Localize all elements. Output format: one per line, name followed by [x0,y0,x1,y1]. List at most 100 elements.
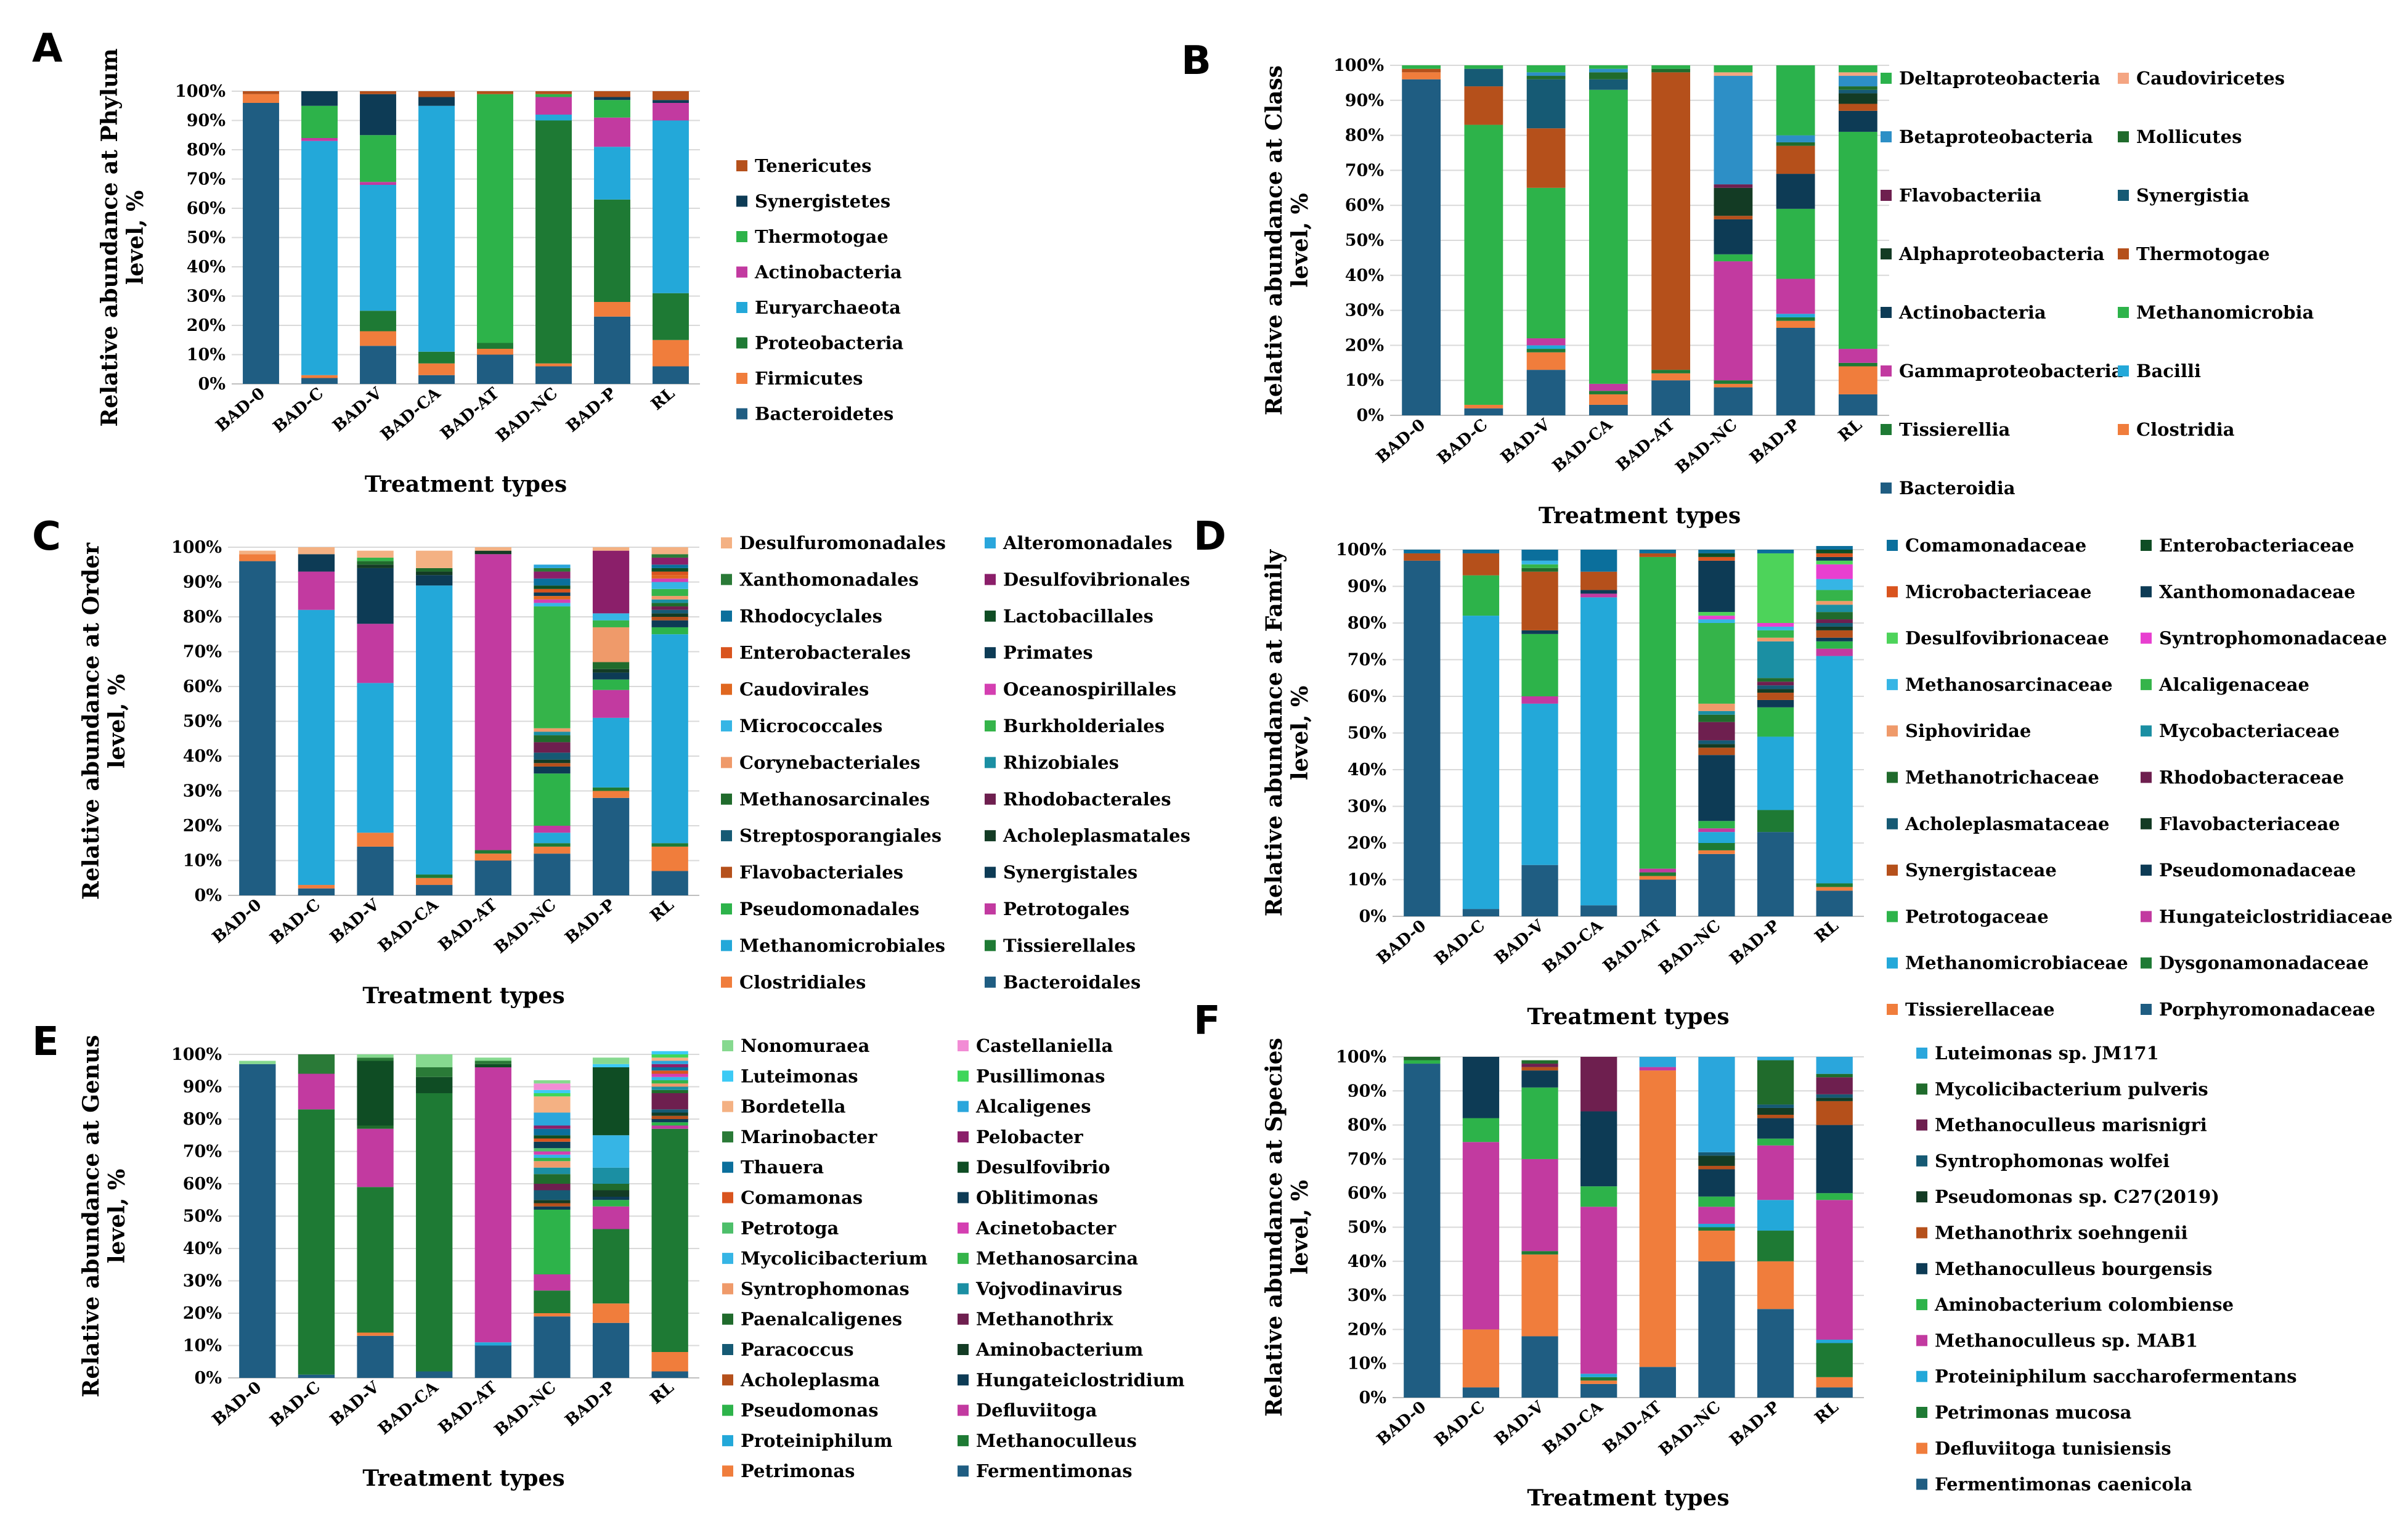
legend-swatch [958,1404,969,1416]
bar-segment-aminobacterium [534,1200,571,1203]
y-tick-label: 60% [1345,196,1384,215]
legend-label: Actinobacteria [754,262,902,283]
x-tick-label: BAD-CA [1539,916,1606,977]
legend-label: Rhizobiales [1003,752,1119,773]
bar-segment-bacteroidales [298,888,335,895]
bar-segment-deltaproteobacteria [1714,65,1753,73]
bar-segment-nonomuraea [416,1054,453,1067]
legend-swatch [985,903,996,914]
bar-segment-thermotogae [1651,72,1691,370]
legend-swatch [958,1162,969,1173]
bar-segment-burkholderiales [592,620,630,627]
legend-swatch [2141,678,2152,690]
y-axis-title-line: level, % [1287,1180,1313,1274]
x-tick-label: BAD-NC [1672,415,1741,477]
bar-segment-defluviitoga-tunisiensis [1757,1261,1794,1309]
legend-swatch [736,195,747,207]
bar-segment-acholeplasmatales [474,550,511,555]
bar-segment-tissierellaceae [1639,876,1676,880]
x-tick-label: BAD-AT [435,895,501,955]
y-tick-label: 10% [1345,371,1384,390]
bar-segment-methanoculleus-marisnigri [1521,1064,1558,1067]
bar-segment-firmicutes [418,363,455,375]
bar-segment-methanothrix-soehngenii [1698,1165,1735,1170]
y-axis-title-line: level, % [104,1169,130,1263]
bar-segment-thauera [534,1128,571,1136]
bar-segment-synergistaceae [1521,571,1558,630]
bar-segment-syntrophomonadaceae [1757,623,1794,627]
bar-segment-paracoccus [534,1190,571,1200]
y-tick-label: 80% [187,140,226,160]
legend-swatch [721,574,732,585]
legend-swatch [2141,540,2152,551]
bar-segment-fermentimonas-caenicola [1580,1383,1617,1398]
bar-segment-bacteroidia [1588,404,1628,415]
legend-label: Tenericutes [755,155,871,176]
bar-segment-petrimonas-mucosa [1698,1227,1735,1231]
legend-swatch [958,1222,969,1234]
bar-segment-clostridia [1402,72,1441,79]
bar-segment-defluviitoga [474,1067,511,1343]
legend-label: Pseudomonas sp. C27(2019) [1935,1186,2219,1207]
legend-swatch [1881,365,1892,377]
bar-segment-porphyromonadaceae [1580,905,1617,916]
bar-segment-methanosarcinales [592,662,630,669]
bar-segment-acinetobacter [651,1073,688,1077]
bar-segment-lactobacillales [651,568,688,572]
bar-segment-enterobacterales [534,588,571,593]
bar-segment-defluviitoga-tunisiensis [1521,1254,1558,1337]
bar-segment-xanthomonadales [534,568,571,572]
bar-segment-petrotogaceae [1816,641,1853,649]
legend-label: Pseudomonadales [739,898,919,919]
bar-segment-aminobacterium-colombiense [1816,1193,1853,1200]
legend-label: Methanoculleus marisnigri [1935,1115,2207,1136]
panel-letter-d: D [1194,514,1226,560]
y-tick-label: 30% [187,287,226,306]
legend-swatch [985,683,996,695]
bar-segment-bacteroidales [651,871,688,895]
legend-label: Rhodobacterales [1003,789,1171,810]
legend-swatch [736,408,747,420]
bar-segment-defluviitoga-tunisiensis [1580,1380,1617,1384]
bar-segment-methanomicrobiales [357,683,394,833]
legend-swatch [1881,424,1892,435]
x-tick-label: BAD-C [270,384,327,436]
legend-swatch [958,1374,969,1386]
bar-segment-syntrophomonas-wolfei [1816,1094,1853,1098]
bar-segment-clostridia [1776,320,1815,328]
bar-segment-petrimonas [534,1313,571,1317]
bar-segment-petrotogaceae [1757,707,1794,737]
bar-segment-tenericutes [535,91,572,94]
bar-segment-petrotogales [298,571,335,610]
bar-segment-nonomuraea [534,1080,571,1084]
bar-segment-fermentimonas [651,1371,688,1378]
bar-segment-proteobacteria [477,343,513,349]
bar-segment-bacteroidales [416,885,453,895]
y-tick-label: 10% [187,346,226,365]
bar-segment-proteiniphilum [474,1342,511,1346]
bar-segment-comamonadaceae [1404,550,1441,553]
legend-label: Methanoculleus [976,1430,1137,1451]
bar-segment-defluviitoga [298,1073,335,1110]
bar-segment-methanosarcina [534,1158,571,1162]
bar-segment-methanosarcinales [416,568,453,572]
bar-segment-methanomicrobiales [298,609,335,886]
legend-label: Aminobacterium [975,1339,1144,1360]
bar-segment-petrotogales [474,554,511,850]
legend-label: Methanosarcinaceae [1905,674,2113,695]
y-tick-label: 100% [175,82,226,101]
y-axis-title: Relative abundance at Orderlevel, % [78,542,130,900]
bar-segment-tissierellia [1838,362,1877,367]
bar-segment-fermentimonas-caenicola [1404,1064,1441,1398]
legend-label: Bacteroidia [1899,478,2015,499]
bar-segment-tissierellia [1776,317,1815,321]
legend-label: Desulfovibrionaceae [1905,628,2109,649]
bar-segment-betaproteobacteria [1588,68,1628,73]
y-tick-label: 50% [183,712,222,731]
bar-segment-methanoculleus-bourgensis [1816,1125,1853,1194]
bar-segment-luteimonas-sp-jm171 [1816,1057,1853,1074]
bar-segment-methanomicrobia [1526,187,1566,339]
legend-swatch [958,1313,969,1325]
bar-segment-nonomuraea [592,1057,630,1064]
bar-segment-rhodobacteraceae [1816,619,1853,623]
